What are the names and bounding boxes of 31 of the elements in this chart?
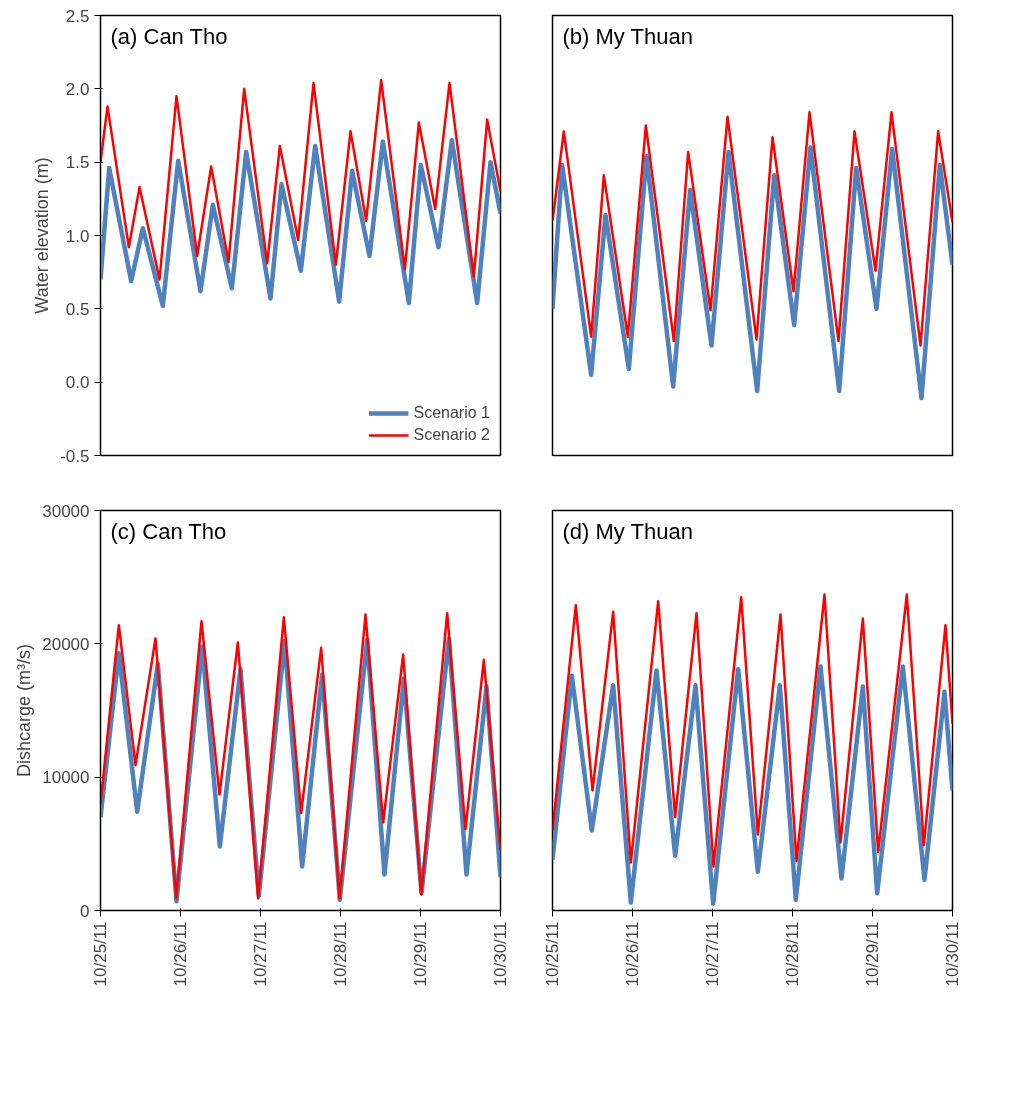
x-tick-label: 10/28/11 xyxy=(783,921,802,987)
y-tick-label: 2.5 xyxy=(65,6,90,26)
y-tick-label: 0.0 xyxy=(65,373,90,393)
x-tick-label: 10/26/11 xyxy=(171,921,190,987)
legend-label: Scenario 1 xyxy=(413,404,490,422)
legend-label: Scenario 2 xyxy=(413,426,490,444)
x-tick-label: 10/30/11 xyxy=(943,921,962,987)
y-tick-label: -0.5 xyxy=(60,446,90,466)
y-tick-label: 2.0 xyxy=(65,79,90,99)
y-tick-label: 1.5 xyxy=(65,153,90,173)
x-tick-label: 10/27/11 xyxy=(703,921,722,987)
y-axis-title: Dishcarge (m³/s) xyxy=(14,643,35,778)
y-tick-label: 0.5 xyxy=(65,299,90,319)
x-tick-label: 10/25/11 xyxy=(543,921,562,987)
y-axis-title: Water elevation (m) xyxy=(32,157,53,314)
x-tick-label: 10/27/11 xyxy=(251,921,270,987)
x-tick-label: 10/29/11 xyxy=(863,921,882,987)
y-tick-label: 20000 xyxy=(42,634,90,654)
x-tick-label: 10/28/11 xyxy=(331,921,350,987)
x-tick-label: 10/25/11 xyxy=(91,921,110,987)
x-tick-label: 10/30/11 xyxy=(491,921,510,987)
chart-title: (b) My Thuan xyxy=(562,23,693,49)
y-tick-label: 10000 xyxy=(42,768,90,788)
chart-title: (c) Can Tho xyxy=(110,518,227,544)
chart-title: (a) Can Tho xyxy=(110,23,228,49)
x-tick-label: 10/29/11 xyxy=(411,921,430,987)
y-tick-label: 1.0 xyxy=(65,226,90,246)
y-tick-label: 30000 xyxy=(42,501,90,521)
chart-title: (d) My Thuan xyxy=(562,518,693,544)
y-tick-label: 0 xyxy=(80,901,90,921)
x-tick-label: 10/26/11 xyxy=(623,921,642,987)
